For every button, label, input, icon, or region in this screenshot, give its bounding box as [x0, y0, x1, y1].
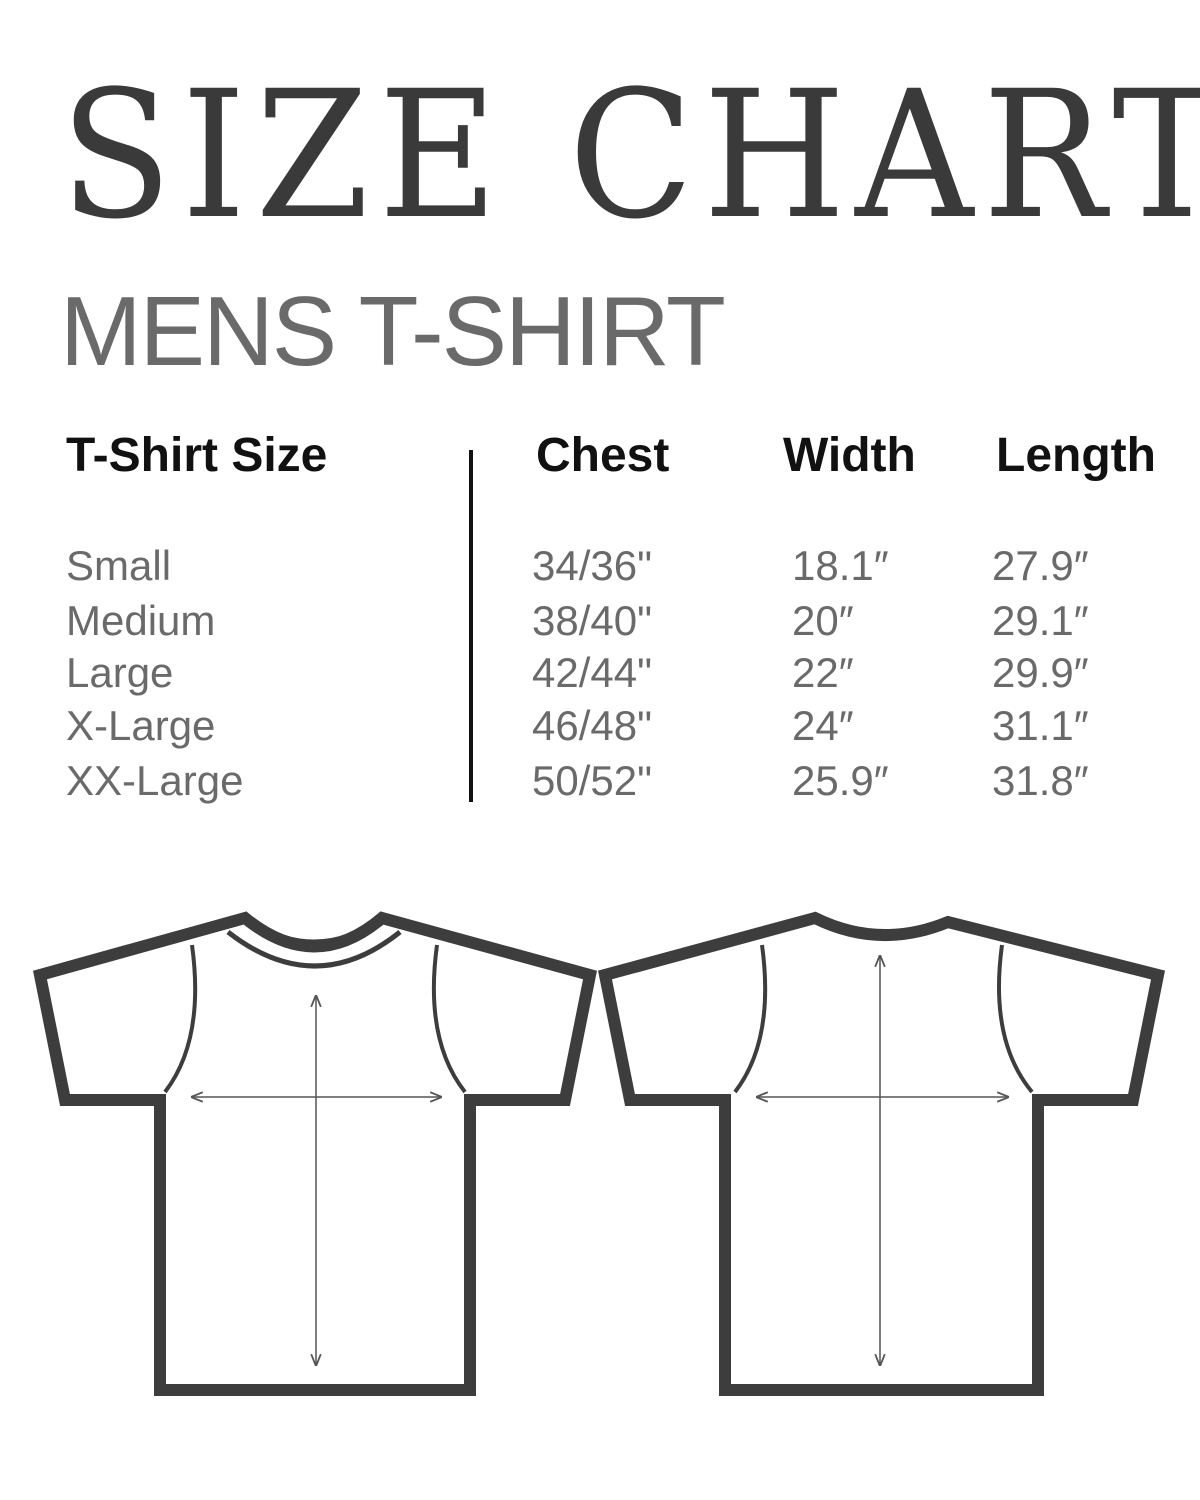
t-shirt-front-icon — [33, 911, 597, 1396]
cell-size: X-Large — [66, 702, 216, 749]
cell-width: 22″ — [792, 649, 854, 696]
cell-length: 29.1″ — [992, 597, 1089, 644]
page-title: SIZE CHART — [60, 53, 1200, 258]
cell-chest: 50/52" — [532, 757, 653, 804]
cell-length: 29.9″ — [992, 649, 1089, 696]
cell-width: 24″ — [792, 702, 854, 749]
cell-chest: 46/48" — [532, 702, 653, 749]
page-subtitle: MENS T-SHIRT — [60, 276, 726, 386]
cell-chest: 34/36" — [532, 542, 653, 589]
cell-size: Medium — [66, 597, 216, 644]
header-length: Length — [996, 429, 1156, 482]
cell-length: 31.8″ — [992, 757, 1089, 804]
cell-width: 25.9″ — [792, 757, 889, 804]
cell-size: XX-Large — [66, 757, 244, 804]
cell-length: 31.1″ — [992, 702, 1089, 749]
cell-width: 18.1″ — [792, 542, 889, 589]
cell-chest: 42/44" — [532, 649, 653, 696]
cell-size: Large — [66, 649, 174, 696]
column-divider — [469, 450, 473, 802]
header-size: T-Shirt Size — [66, 429, 328, 482]
t-shirt-back-icon — [598, 911, 1166, 1396]
cell-chest: 38/40" — [532, 597, 653, 644]
cell-width: 20″ — [792, 597, 854, 644]
cell-length: 27.9″ — [992, 542, 1089, 589]
cell-size: Small — [66, 542, 172, 589]
header-chest: Chest — [536, 429, 670, 482]
header-width: Width — [783, 429, 916, 482]
